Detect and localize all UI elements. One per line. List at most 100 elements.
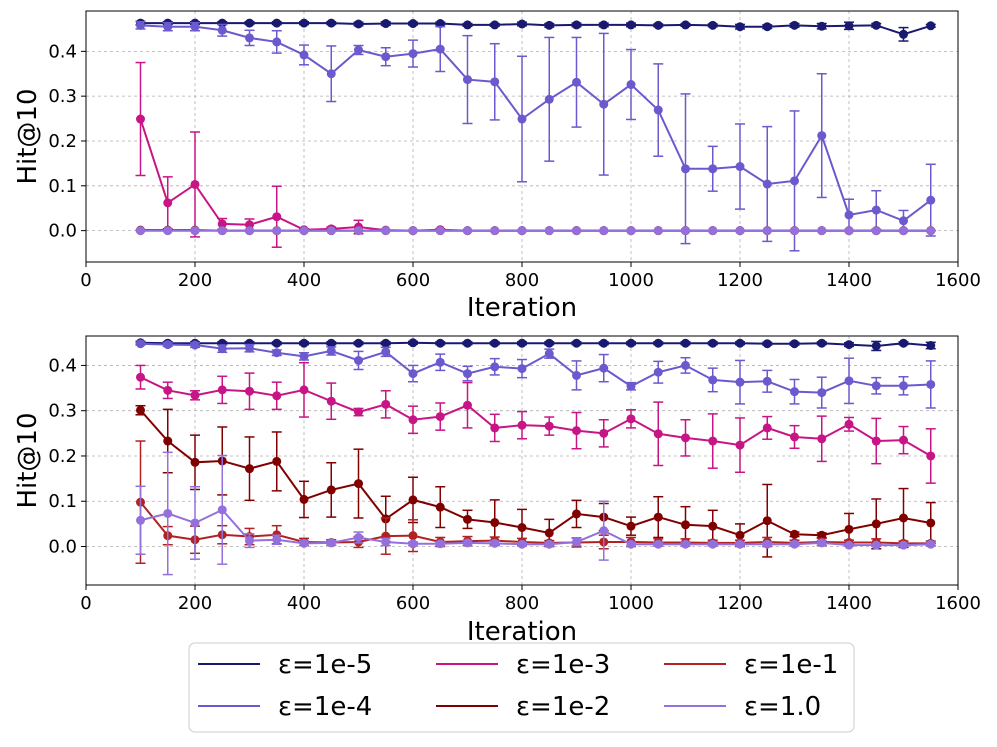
data-point [272, 18, 282, 28]
data-point [681, 360, 690, 370]
data-point [844, 21, 854, 31]
data-point [408, 19, 418, 29]
data-point [926, 379, 936, 389]
data-point [272, 226, 282, 236]
series-0 [135, 18, 936, 42]
data-point [326, 226, 336, 236]
data-point [217, 344, 227, 354]
data-point [272, 212, 282, 222]
data-point [871, 381, 881, 391]
data-point [871, 519, 881, 529]
data-point [245, 226, 254, 236]
data-point [435, 502, 445, 512]
data-point [844, 210, 854, 220]
data-point [217, 219, 227, 229]
top-panel: 0 200 400 600 800 1000 1200 1400 1600 0.0 0.1 0.2 0.… [13, 10, 981, 323]
data-point [626, 539, 636, 549]
data-point [517, 19, 527, 29]
series-2 [135, 361, 936, 484]
data-point [817, 538, 827, 548]
x-tick-label: 600 [396, 593, 430, 614]
data-point [708, 436, 718, 446]
x-tick-label: 1200 [717, 593, 763, 614]
y-tick-label: 0.0 [48, 537, 77, 558]
data-point [163, 508, 173, 518]
data-point [681, 539, 690, 549]
bottom-panel: 0 200 400 600 800 1000 1200 1400 1600 0.0 0.1 0.2 0.… [13, 335, 981, 647]
data-point [653, 512, 663, 522]
data-point [517, 226, 527, 236]
y-tick-label: 0.2 [48, 446, 77, 467]
data-point [217, 505, 227, 515]
data-point [354, 45, 363, 55]
legend: ε=1e-5 ε=1e-4 ε=1e-3 ε=1e-2 ε=1e-1 ε=1.0 [188, 642, 855, 733]
data-point [544, 528, 554, 538]
data-point [844, 376, 854, 386]
data-point [381, 19, 391, 29]
data-point [926, 195, 936, 205]
data-point [626, 226, 636, 236]
data-point [245, 18, 254, 28]
data-point [735, 440, 745, 450]
x-tick-label: 400 [287, 593, 321, 614]
data-point [326, 338, 336, 348]
data-point [408, 226, 418, 236]
data-point [299, 50, 309, 60]
data-point [626, 20, 636, 30]
series-line [140, 376, 932, 457]
data-point [735, 530, 745, 540]
data-point [272, 391, 282, 401]
x-tick-label: 1000 [608, 593, 654, 614]
x-tick-label: 1200 [717, 270, 763, 291]
data-point [844, 419, 854, 429]
series-line [140, 341, 931, 347]
data-point [708, 164, 718, 174]
x-tick-label: 1000 [608, 270, 654, 291]
data-point [626, 338, 636, 348]
data-point [326, 485, 336, 495]
data-point [136, 114, 145, 124]
data-point [681, 433, 690, 443]
data-point [572, 338, 581, 348]
series-line [140, 508, 931, 547]
data-point [517, 420, 527, 430]
data-point [463, 75, 472, 85]
data-point [653, 367, 663, 377]
data-point [926, 341, 936, 351]
data-point [762, 539, 772, 549]
data-point [626, 80, 636, 90]
x-tick-label: 1400 [826, 593, 872, 614]
data-point [762, 226, 772, 236]
data-point [871, 540, 881, 550]
data-point [790, 387, 799, 397]
data-point [817, 21, 827, 31]
x-tick-label: 800 [505, 270, 539, 291]
data-point [463, 400, 472, 410]
data-point [517, 539, 527, 549]
data-point [326, 346, 336, 356]
data-point [463, 226, 472, 236]
data-point [326, 69, 336, 79]
data-point [190, 390, 200, 400]
data-point [735, 162, 745, 172]
data-point [871, 436, 881, 446]
data-point [190, 340, 200, 350]
data-point [790, 539, 799, 549]
data-point [517, 523, 527, 533]
data-point [926, 451, 936, 461]
x-tick-label: 800 [505, 593, 539, 614]
data-point [926, 518, 936, 528]
data-point [299, 338, 309, 348]
data-point [790, 226, 799, 236]
data-point [762, 339, 772, 349]
data-point [326, 396, 336, 406]
data-point [735, 539, 745, 549]
data-point [572, 370, 581, 380]
data-point [190, 518, 200, 528]
data-point [762, 179, 772, 189]
data-point [599, 428, 609, 438]
data-point [463, 514, 472, 524]
y-tick-label: 0.1 [48, 176, 77, 197]
data-point [544, 94, 554, 104]
data-point [899, 513, 908, 523]
